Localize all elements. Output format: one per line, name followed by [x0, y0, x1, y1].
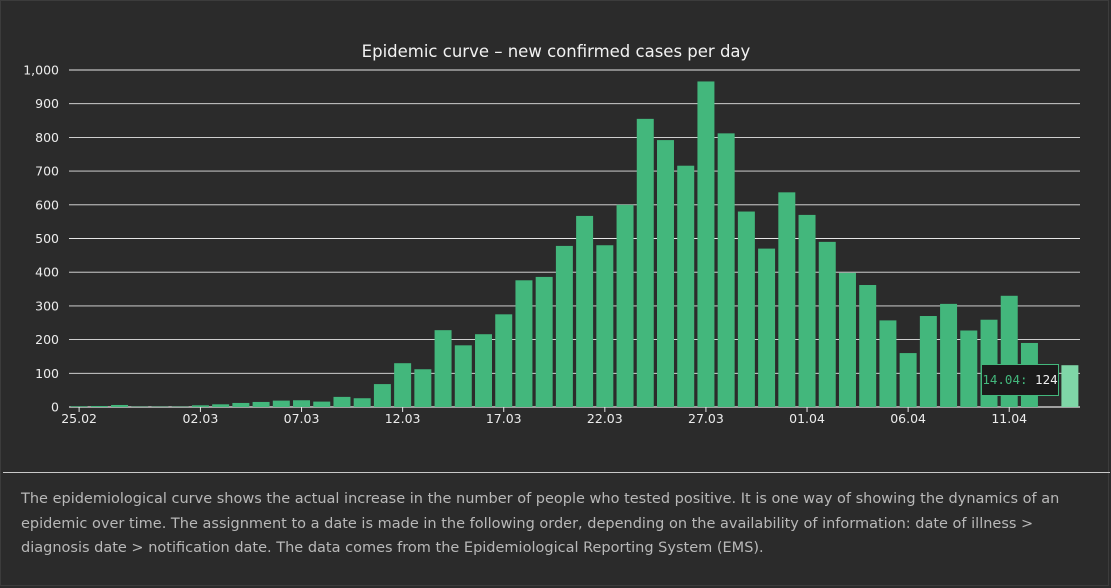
- bar[interactable]: [373, 384, 391, 407]
- bar[interactable]: [191, 405, 209, 407]
- x-tick-label: 12.03: [385, 411, 421, 426]
- y-tick-label: 600: [35, 197, 59, 212]
- bar[interactable]: [677, 165, 695, 407]
- separator-line: [3, 472, 1110, 473]
- bar[interactable]: [656, 140, 674, 407]
- bar[interactable]: [960, 330, 978, 407]
- bar[interactable]: [697, 81, 715, 407]
- x-tick-label: 25.02: [61, 411, 97, 426]
- x-tick-label: 27.03: [688, 411, 724, 426]
- bar[interactable]: [454, 345, 472, 407]
- bar[interactable]: [596, 245, 614, 407]
- y-tick-label: 900: [35, 96, 59, 111]
- tooltip-date: 14.04:: [982, 372, 1028, 387]
- x-tick-label: 02.03: [183, 411, 219, 426]
- bar[interactable]: [899, 353, 917, 407]
- bar[interactable]: [495, 314, 513, 407]
- bar[interactable]: [212, 404, 230, 407]
- y-tick-label: 500: [35, 231, 59, 246]
- bar[interactable]: [535, 276, 553, 407]
- y-tick-label: 800: [35, 130, 59, 145]
- x-tick-label: 07.03: [284, 411, 320, 426]
- bar[interactable]: [353, 398, 371, 407]
- epidemic-curve-chart: Epidemic curve – new confirmed cases per…: [23, 42, 1080, 426]
- bar[interactable]: [798, 214, 816, 407]
- y-axis-ticks: 0 100 200 300 400 500 600 700 800 900 1,000: [23, 63, 59, 415]
- bar[interactable]: [758, 248, 776, 407]
- x-axis-ticks: 25.02 02.03 07.03 12.03 17.03 22.03 27.03 01.04…: [61, 407, 1027, 426]
- bar[interactable]: [919, 316, 937, 407]
- bar[interactable]: [555, 245, 573, 407]
- bar[interactable]: [940, 303, 958, 407]
- bar[interactable]: [434, 330, 452, 407]
- bar[interactable]: [859, 285, 877, 407]
- x-tick-label: 06.04: [890, 411, 926, 426]
- bar[interactable]: [232, 402, 250, 407]
- bar[interactable]: [838, 272, 856, 407]
- y-tick-label: 0: [51, 400, 59, 415]
- y-tick-label: 700: [35, 164, 59, 179]
- y-tick-label: 400: [35, 265, 59, 280]
- bar[interactable]: [90, 405, 108, 407]
- bar[interactable]: [737, 211, 755, 407]
- chart-description: The epidemiological curve shows the actu…: [21, 491, 1060, 556]
- bar[interactable]: [70, 406, 88, 407]
- bar[interactable]: [293, 400, 311, 407]
- grid-lines: [69, 69, 1080, 408]
- x-tick-label: 22.03: [587, 411, 623, 426]
- bar[interactable]: [111, 404, 129, 407]
- bar[interactable]: [414, 369, 432, 407]
- bar[interactable]: [636, 118, 654, 408]
- y-tick-label: 300: [35, 298, 59, 313]
- bars: [70, 81, 1079, 408]
- bar[interactable]: [272, 400, 290, 407]
- bar[interactable]: [818, 241, 836, 407]
- bar[interactable]: [475, 334, 493, 407]
- x-tick-label: 17.03: [486, 411, 522, 426]
- y-tick-label: 200: [35, 332, 59, 347]
- tooltip-value: 124: [1035, 372, 1058, 387]
- y-tick-label: 1,000: [23, 63, 59, 78]
- bar[interactable]: [333, 396, 351, 407]
- chart-title: Epidemic curve – new confirmed cases per…: [362, 42, 751, 61]
- bar[interactable]: [717, 133, 735, 407]
- bar[interactable]: [394, 363, 412, 407]
- x-tick-label: 01.04: [789, 411, 825, 426]
- bar[interactable]: [778, 192, 796, 407]
- x-tick-label: 11.04: [991, 411, 1027, 426]
- bar[interactable]: [515, 280, 533, 407]
- bar-tooltip: 14.04: 124: [981, 364, 1059, 396]
- bar[interactable]: [879, 320, 897, 407]
- y-tick-label: 100: [35, 366, 59, 381]
- bar[interactable]: [1061, 365, 1079, 407]
- bar[interactable]: [252, 401, 270, 407]
- bar[interactable]: [616, 204, 634, 407]
- bar[interactable]: [313, 401, 331, 407]
- bar[interactable]: [576, 215, 594, 407]
